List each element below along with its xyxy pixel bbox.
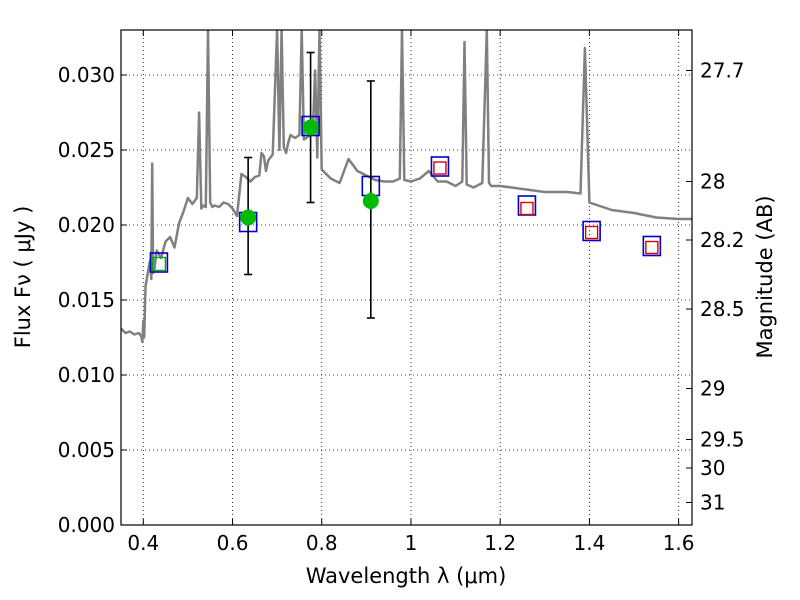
model-band-square-blue	[430, 156, 450, 177]
magnitude-tick-label: 27.7	[700, 59, 745, 83]
x-tick-label: 0.6	[217, 531, 249, 555]
x-tick-label: 0.8	[306, 531, 338, 555]
y-axis-label: Flux Fν ( μJy )	[11, 206, 35, 349]
model-band-square-red	[433, 161, 447, 175]
model-band-square-red	[584, 225, 599, 240]
magnitude-tick-label: 28	[700, 170, 725, 194]
y-tick-label: 0.030	[58, 63, 115, 87]
observed-flux-point	[362, 193, 379, 209]
plot-frame	[120, 29, 693, 526]
y-axis-ticks: 0.000 0.005 0.010 0.015 0.020 0.025 0.030	[58, 63, 127, 537]
magnitude-tick-label: 28.5	[700, 297, 745, 321]
grid-lines	[121, 30, 692, 526]
observed-flux-point	[302, 119, 319, 136]
x-tick-label: 1.2	[484, 531, 516, 555]
observed-flux-point	[240, 209, 257, 226]
model-band-square-blue	[582, 220, 601, 242]
magnitude-tick-label: 28.2	[700, 228, 745, 252]
y-tick-label: 0.010	[58, 363, 115, 387]
model-band-square-red	[645, 240, 659, 255]
model-band-square-red	[520, 201, 534, 216]
y-tick-label: 0.020	[58, 213, 115, 237]
x-tick-label: 0.4	[127, 531, 159, 555]
magnitude-tick-label: 31	[700, 491, 725, 515]
model-band-square-green	[151, 256, 167, 272]
plot-area	[121, 30, 692, 525]
y-tick-label: 0.000	[58, 513, 115, 537]
x-tick-label: 1.6	[663, 531, 695, 555]
model-band-square-blue	[642, 235, 662, 257]
y-tick-label: 0.005	[58, 438, 115, 462]
x-axis-ticks: 0.4 0.6 0.8 1 1.2 1.4 1.6	[127, 30, 695, 555]
model-band-square-blue	[149, 252, 169, 273]
y-tick-label: 0.015	[58, 288, 115, 312]
magnitude-axis-ticks: 27.7 28 28.2 28.5 29 29.5 30 31	[686, 59, 745, 515]
magnitude-tick-label: 29	[700, 377, 725, 401]
x-tick-label: 1.4	[573, 531, 605, 555]
x-tick-label: 1	[405, 531, 418, 555]
y-tick-label: 0.025	[58, 138, 115, 162]
data-markers	[149, 51, 662, 319]
magnitude-tick-label: 30	[700, 456, 725, 480]
magnitude-tick-label: 29.5	[700, 428, 745, 452]
magnitude-axis-label: Magnitude (AB)	[753, 195, 777, 358]
x-axis-label: Wavelength λ (μm)	[306, 564, 507, 588]
